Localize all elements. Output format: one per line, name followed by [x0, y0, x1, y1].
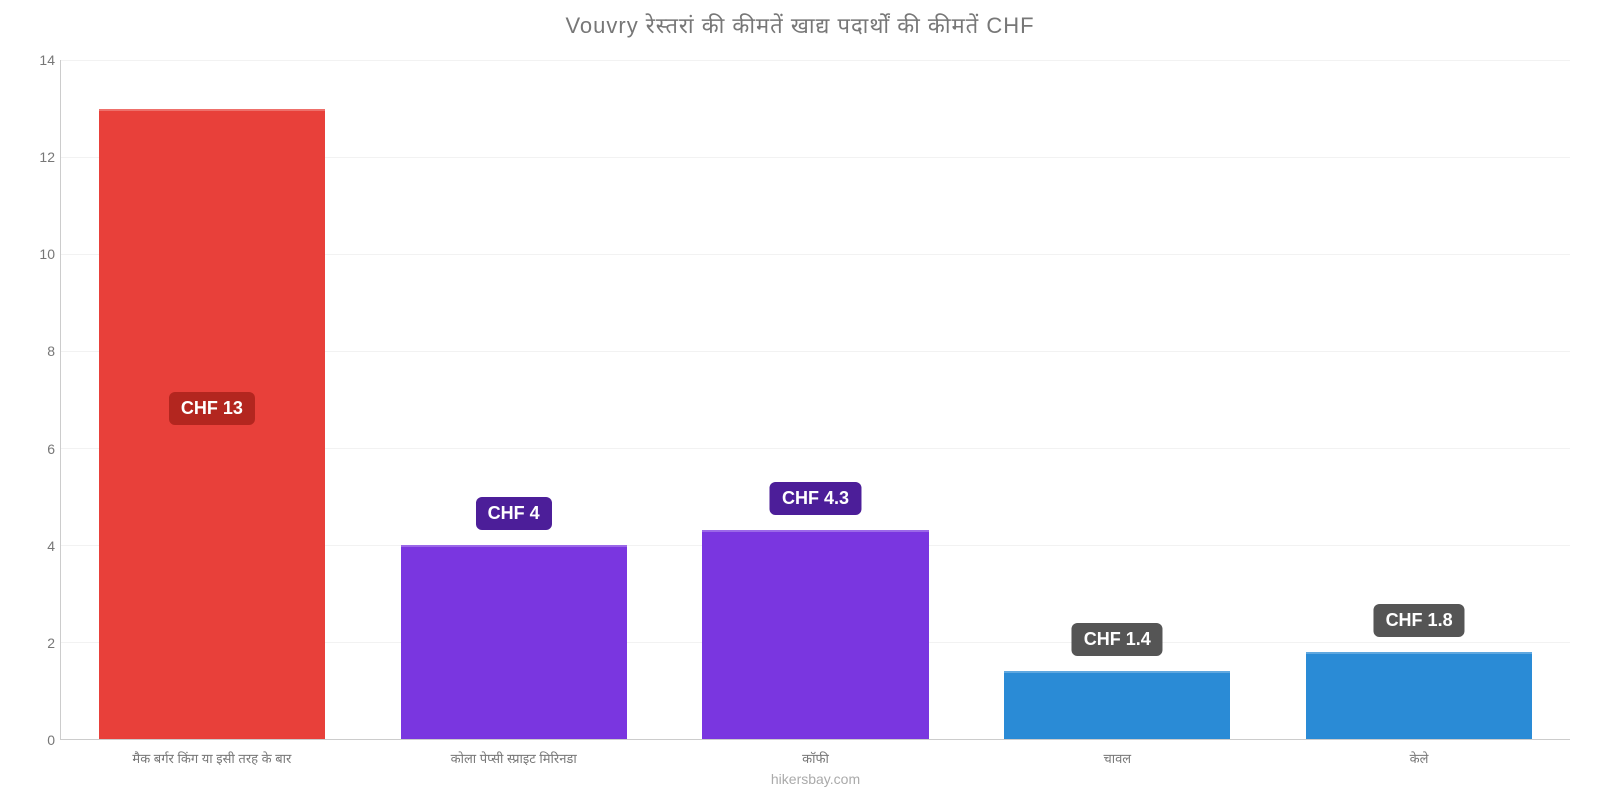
x-tick-label: चावल	[966, 749, 1268, 767]
chart-title: Vouvry रेस्तरां की कीमतें खाद्य पदार्थों…	[0, 10, 1600, 40]
y-tick-label: 2	[20, 635, 55, 651]
bar-slot: CHF 4.3	[665, 60, 967, 739]
bar: CHF 4.3	[702, 530, 928, 739]
bar-slot: CHF 4	[363, 60, 665, 739]
bar: CHF 1.4	[1004, 671, 1230, 739]
value-badge: CHF 1.4	[1072, 623, 1163, 656]
y-tick-label: 4	[20, 538, 55, 554]
y-tick-label: 10	[20, 246, 55, 262]
value-badge: CHF 4	[476, 497, 552, 530]
attribution-text: hikersbay.com	[61, 771, 1570, 787]
value-badge: CHF 1.8	[1374, 604, 1465, 637]
plot-area: CHF 13CHF 4CHF 4.3CHF 1.4CHF 1.8 मैक बर्…	[60, 60, 1570, 740]
bar-slot: CHF 1.8	[1268, 60, 1570, 739]
bar-slot: CHF 13	[61, 60, 363, 739]
x-tick-label: केले	[1268, 749, 1570, 767]
bar-slot: CHF 1.4	[966, 60, 1268, 739]
plot-area-wrapper: 02468101214 CHF 13CHF 4CHF 4.3CHF 1.4CHF…	[60, 60, 1570, 740]
x-tick-label: कॉफी	[665, 749, 967, 767]
y-axis: 02468101214	[20, 60, 55, 740]
y-tick-label: 8	[20, 343, 55, 359]
chart-container: Vouvry रेस्तरां की कीमतें खाद्य पदार्थों…	[0, 0, 1600, 800]
value-badge: CHF 13	[169, 392, 255, 425]
bar: CHF 1.8	[1306, 652, 1532, 739]
x-tick-label: मैक बर्गर किंग या इसी तरह के बार	[61, 749, 363, 767]
y-tick-label: 0	[20, 732, 55, 748]
x-axis-labels: मैक बर्गर किंग या इसी तरह के बारकोला पेप…	[61, 749, 1570, 767]
x-tick-label: कोला पेप्सी स्प्राइट मिरिनडा	[363, 749, 665, 767]
bars-row: CHF 13 CHF 4 CHF 4.3 CHF 1.4 CHF 1.8	[61, 60, 1570, 739]
y-tick-label: 14	[20, 52, 55, 68]
y-tick-label: 12	[20, 149, 55, 165]
y-tick-label: 6	[20, 441, 55, 457]
value-badge: CHF 4.3	[770, 482, 861, 515]
bar: CHF 4	[401, 545, 627, 739]
bar: CHF 13	[99, 109, 325, 739]
